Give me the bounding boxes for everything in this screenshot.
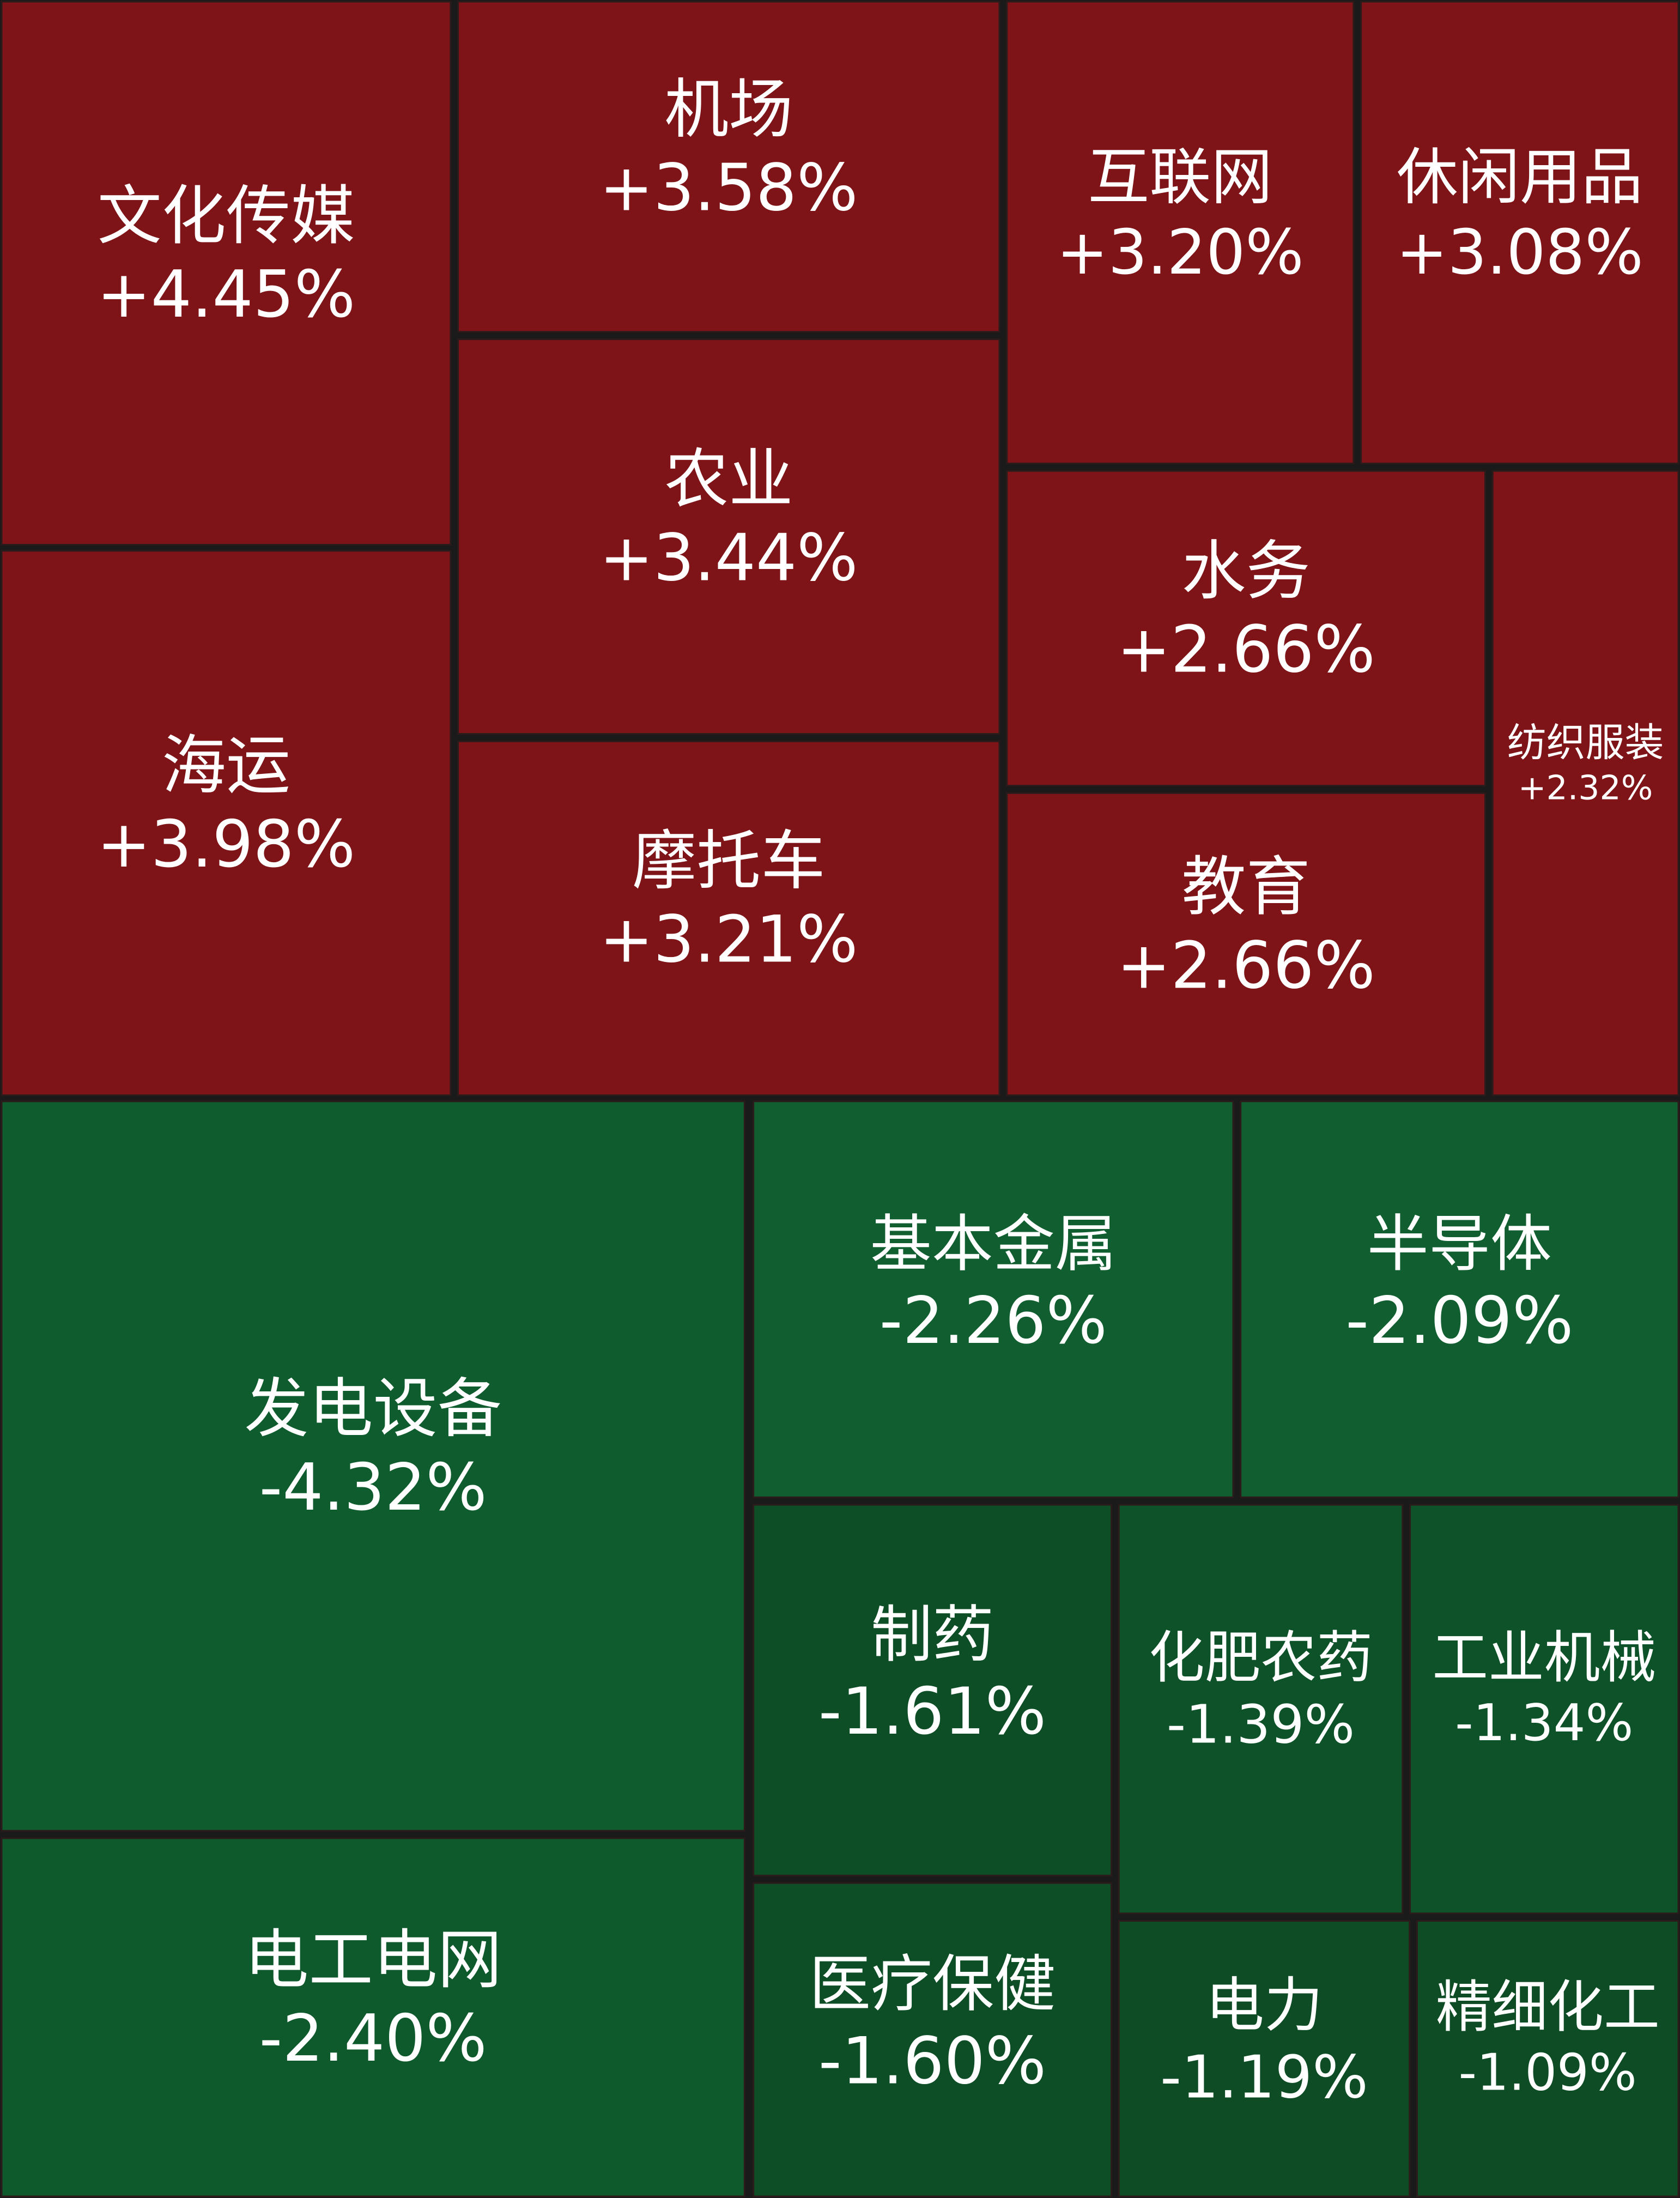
tile: [753, 1100, 1234, 1498]
tile-value: +3.20%: [1057, 216, 1304, 288]
tile-value: -2.09%: [1345, 1283, 1573, 1358]
tile: [1360, 1, 1679, 464]
tile-value: -4.32%: [259, 1450, 487, 1525]
tile: [1, 1, 452, 546]
tile-name: 休闲用品: [1397, 141, 1643, 213]
tile-value: +2.66%: [1117, 928, 1375, 1003]
tile-name: 电工电网: [244, 1922, 502, 1997]
tile: [1006, 792, 1486, 1097]
tile: [1006, 1, 1355, 464]
tile-name: 发电设备: [244, 1371, 502, 1446]
tile-name: 电力: [1205, 1972, 1323, 2040]
tile: [457, 1, 1000, 333]
tile-value: -1.39%: [1167, 1694, 1355, 1756]
tile-name: 互联网: [1088, 141, 1272, 213]
tile: [1240, 1100, 1679, 1498]
tile-value: -1.09%: [1459, 2043, 1637, 2102]
tile-value: -2.40%: [259, 2001, 487, 2076]
tile-name: 化肥农药: [1149, 1626, 1373, 1691]
tile: [753, 1882, 1112, 2197]
tile-name: 工业机械: [1432, 1626, 1656, 1691]
tile-name: 基本金属: [870, 1208, 1117, 1280]
tile: [1409, 1504, 1679, 1915]
tile: [1006, 470, 1486, 787]
tile-value: -1.34%: [1455, 1693, 1633, 1752]
tile-value: +3.58%: [599, 150, 858, 226]
tile-name: 制药: [871, 1598, 994, 1670]
tile-name: 精细化工: [1436, 1975, 1660, 2040]
tile: [753, 1504, 1112, 1876]
tile-name: 文化传媒: [98, 178, 355, 253]
tile: [1416, 1920, 1679, 2197]
tile: [1, 1100, 745, 1832]
tile: [1, 1837, 745, 2197]
tile-name: 半导体: [1367, 1208, 1552, 1280]
tile-name: 机场: [664, 71, 793, 147]
tile-value: +4.45%: [97, 257, 355, 332]
tile-value: +3.08%: [1396, 216, 1643, 288]
tile-name: 农业: [664, 441, 793, 517]
tile-value: -1.60%: [818, 2023, 1046, 2098]
tile-value: -1.61%: [818, 1674, 1046, 1749]
tile-name: 医疗保健: [809, 1948, 1056, 2020]
tile-value: +3.98%: [97, 807, 355, 882]
tile-value: -1.19%: [1160, 2043, 1368, 2111]
tile-value: +2.66%: [1117, 612, 1375, 687]
tile: [1, 550, 452, 1097]
tile: [1491, 470, 1679, 1097]
tile-name: 海运: [162, 728, 290, 803]
tile-name: 教育: [1181, 849, 1310, 924]
tile-value: +3.44%: [599, 520, 858, 595]
tile: [457, 740, 1000, 1097]
tile-name: 摩托车: [632, 823, 826, 898]
tile-value: -2.26%: [880, 1283, 1107, 1358]
tile: [1118, 1920, 1411, 2197]
tile: [457, 338, 1000, 735]
tile-value: +3.21%: [599, 902, 858, 977]
tile: [1118, 1504, 1404, 1915]
tile-name: 纺织服装: [1507, 720, 1664, 766]
tile-value: +2.32%: [1518, 768, 1653, 807]
tile-name: 水务: [1181, 533, 1310, 608]
